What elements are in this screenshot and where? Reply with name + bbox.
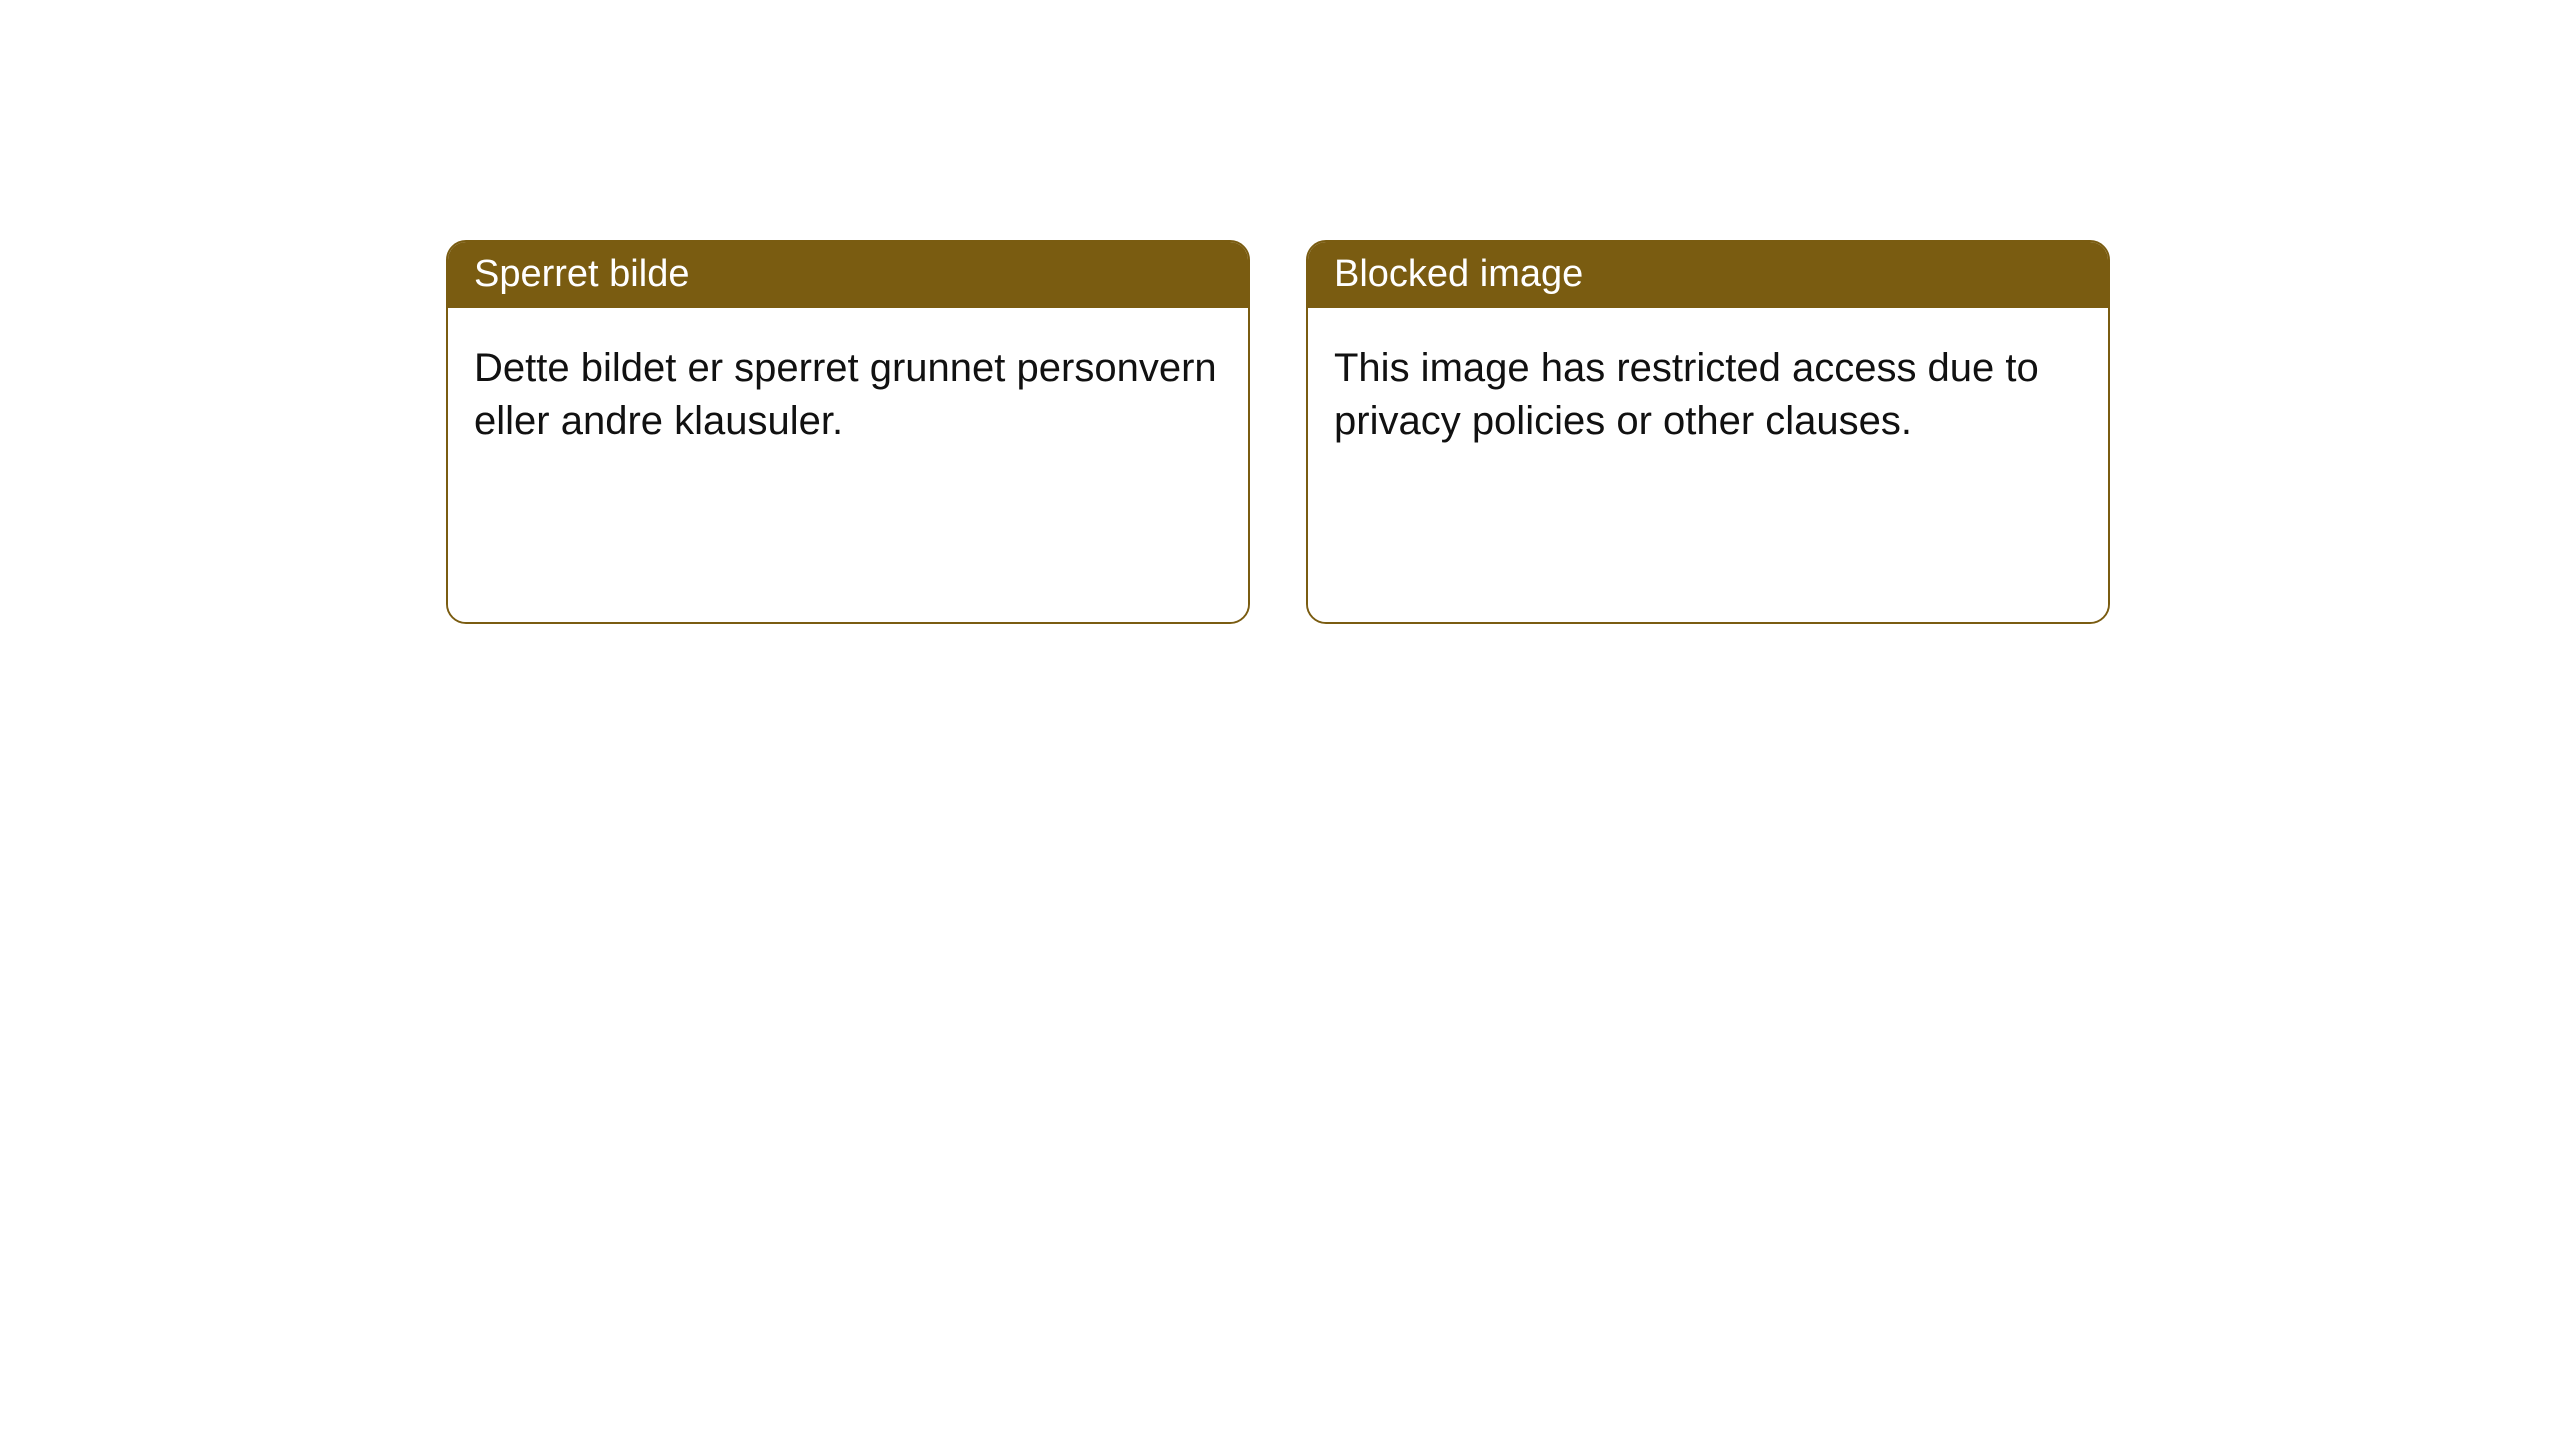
notice-card-title-en: Blocked image — [1308, 242, 2108, 308]
notice-card-no: Sperret bilde Dette bildet er sperret gr… — [446, 240, 1250, 624]
notice-card-en: Blocked image This image has restricted … — [1306, 240, 2110, 624]
notice-card-body-en: This image has restricted access due to … — [1308, 308, 2108, 622]
notice-card-container: Sperret bilde Dette bildet er sperret gr… — [0, 0, 2560, 624]
notice-card-title-no: Sperret bilde — [448, 242, 1248, 308]
notice-card-body-no: Dette bildet er sperret grunnet personve… — [448, 308, 1248, 622]
